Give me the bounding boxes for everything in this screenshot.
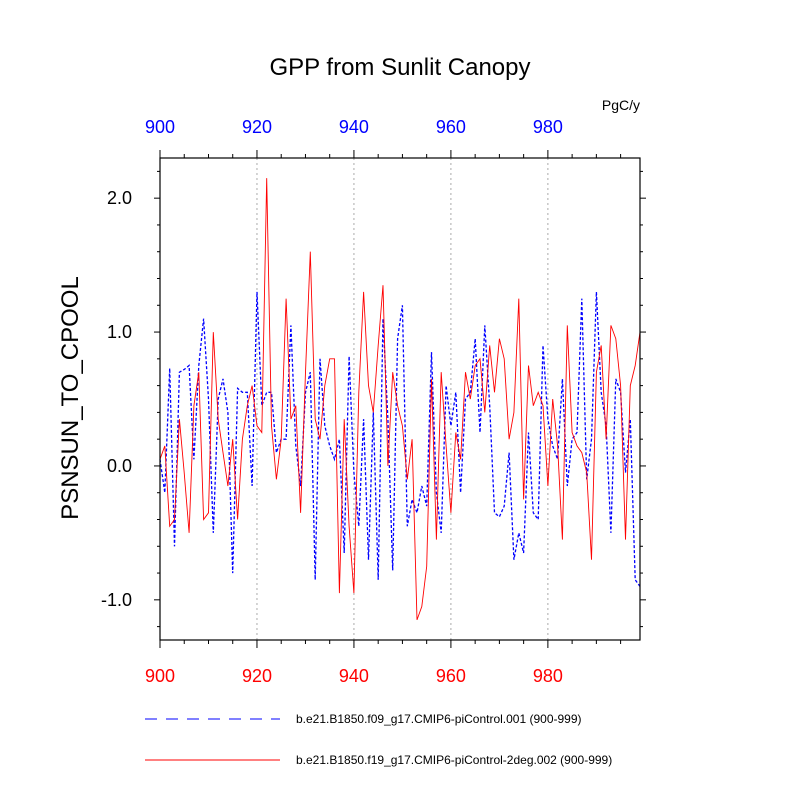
units-label: PgC/y: [602, 97, 640, 113]
legend-label-1: b.e21.B1850.f09_g17.CMIP6-piControl.001 …: [296, 712, 582, 726]
y-tick-label: 2.0: [107, 188, 132, 208]
x-tick-label-top: 960: [436, 117, 466, 137]
x-tick-label-top: 900: [145, 117, 175, 137]
chart-title: GPP from Sunlit Canopy: [269, 54, 530, 81]
x-tick-label-bottom: 940: [339, 666, 369, 686]
plot-frame: [159, 157, 641, 641]
y-axis-label: PSNSUN_TO_CPOOL: [57, 276, 84, 520]
x-tick-label-top: 940: [339, 117, 369, 137]
y-tick-label: -1.0: [101, 590, 132, 610]
gridlines: [256, 158, 549, 640]
x-tick-label-top: 920: [242, 117, 272, 137]
series-line-2: [159, 178, 641, 621]
x-tick-label-bottom: 920: [242, 666, 272, 686]
x-tick-label-bottom: 960: [436, 666, 466, 686]
y-tick-label: 0.0: [107, 456, 132, 476]
series-group: [159, 178, 641, 621]
y-tick-label: 1.0: [107, 322, 132, 342]
axes: 2.0 1.0 0.0 -1.0 900 900 920 920 940 940 960 960 980…: [101, 117, 646, 686]
x-tick-label-bottom: 900: [145, 666, 175, 686]
x-tick-label-bottom: 980: [533, 666, 563, 686]
x-tick-label-top: 980: [533, 117, 563, 137]
legend-label-2: b.e21.B1850.f19_g17.CMIP6-piControl-2deg…: [296, 753, 612, 767]
legend: b.e21.B1850.f09_g17.CMIP6-piControl.001 …: [145, 712, 612, 767]
